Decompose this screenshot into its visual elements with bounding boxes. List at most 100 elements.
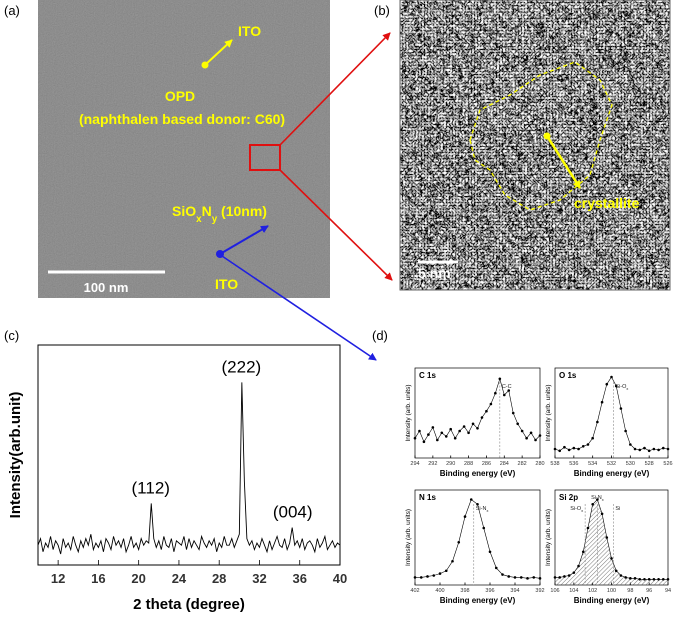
data-point [629, 577, 632, 580]
x-tick-label: 290 [446, 461, 455, 467]
y-axis-label: Intensity (arb. units) [405, 384, 412, 441]
data-point [657, 448, 660, 452]
text-part: SiO [172, 203, 196, 219]
plot-frame [37, 344, 341, 566]
data-point [558, 576, 562, 579]
data-point [558, 449, 562, 453]
data-point [538, 434, 542, 437]
data-point [553, 576, 557, 579]
data-point [463, 515, 467, 518]
data-line [37, 382, 341, 555]
data-point [480, 416, 484, 419]
text-part: (10nm) [217, 203, 267, 219]
scale-label: 5 nm [418, 265, 451, 281]
data-point [432, 574, 436, 577]
x-tick-label: 32 [252, 571, 266, 586]
x-tick-label: 102 [588, 588, 597, 594]
x-tick-label: 36 [292, 571, 306, 586]
panel-label: (c) [4, 328, 19, 343]
peak-label: (004) [273, 503, 313, 522]
data-point [422, 440, 426, 444]
data-point [494, 391, 497, 395]
data-point [476, 502, 479, 506]
data-point [449, 427, 453, 431]
data-point [553, 447, 557, 451]
x-tick-label: 98 [627, 588, 633, 594]
data-point [476, 427, 479, 430]
label: (naphthalen based donor: C60) [79, 111, 285, 127]
x-tick-label: 16 [91, 571, 105, 586]
x-tick-label: 96 [646, 588, 652, 594]
text-part: x [581, 509, 583, 513]
data-point [532, 576, 536, 579]
panel-label: (d) [372, 328, 388, 343]
x-tick-label: 106 [550, 588, 559, 594]
text-part: Si-N [591, 495, 602, 501]
x-axis-label: Binding energy (eV) [574, 596, 650, 605]
text-part: x [486, 509, 488, 513]
plot-frame [414, 367, 541, 459]
data-point [596, 420, 599, 424]
data-point [652, 578, 656, 581]
data-point [643, 446, 646, 450]
data-point [427, 433, 430, 436]
data-point [647, 578, 651, 581]
component-area [555, 499, 668, 585]
data-point [661, 578, 665, 581]
y-axis-label: Intensity(arb.unit) [7, 392, 24, 519]
data-point [614, 384, 618, 388]
x-tick-label: 538 [550, 461, 559, 467]
dot [543, 132, 551, 140]
data-point [458, 429, 461, 433]
data-point [457, 540, 461, 544]
x-tick-label: 284 [500, 461, 509, 467]
text-part: C-C [502, 384, 512, 390]
crystallite-outline [469, 61, 613, 211]
zoom-box [249, 144, 281, 171]
data-point [563, 575, 566, 578]
data-point [596, 498, 599, 501]
data-point [605, 382, 609, 386]
reference-label: Si-Ox [570, 506, 583, 513]
data-point [652, 447, 656, 451]
dot [201, 61, 209, 69]
data-point [666, 578, 670, 581]
x-tick-label: 286 [482, 461, 491, 467]
data-point [482, 526, 486, 530]
text-part: Si-N [476, 506, 487, 512]
x-tick-label: 400 [435, 588, 444, 594]
x-tick-label: 28 [212, 571, 226, 586]
x-tick-label: 294 [410, 461, 419, 467]
y-axis-label: Intensity (arb. units) [545, 509, 552, 566]
plot-frame [554, 367, 669, 459]
data-point [413, 436, 417, 440]
data-point [467, 431, 470, 435]
data-point [600, 400, 604, 404]
x-tick-label: 536 [569, 461, 578, 467]
x-tick-label: 104 [569, 588, 578, 594]
data-point [661, 446, 665, 450]
data-point [610, 375, 613, 379]
data-point [431, 426, 435, 429]
label: ITO [215, 276, 238, 292]
data-point [563, 445, 566, 449]
data-point [513, 576, 517, 579]
data-point [453, 436, 457, 440]
data-point [444, 435, 448, 438]
data-point [489, 402, 493, 406]
x-tick-label: 12 [51, 571, 65, 586]
data-point [418, 429, 421, 433]
data-point [629, 443, 632, 446]
data-point [614, 569, 618, 573]
tem-image: ITO OPD (naphthalen based donor: C60) Si… [38, 0, 330, 298]
data-point [586, 443, 590, 446]
peak-label: (222) [222, 357, 262, 376]
data-point [624, 429, 627, 433]
data-point [462, 425, 466, 428]
data-point [485, 409, 488, 413]
x-tick-label: 530 [626, 461, 635, 467]
label: ITO [238, 23, 261, 39]
x-tick-label: 396 [485, 588, 494, 594]
data-point [647, 449, 651, 453]
